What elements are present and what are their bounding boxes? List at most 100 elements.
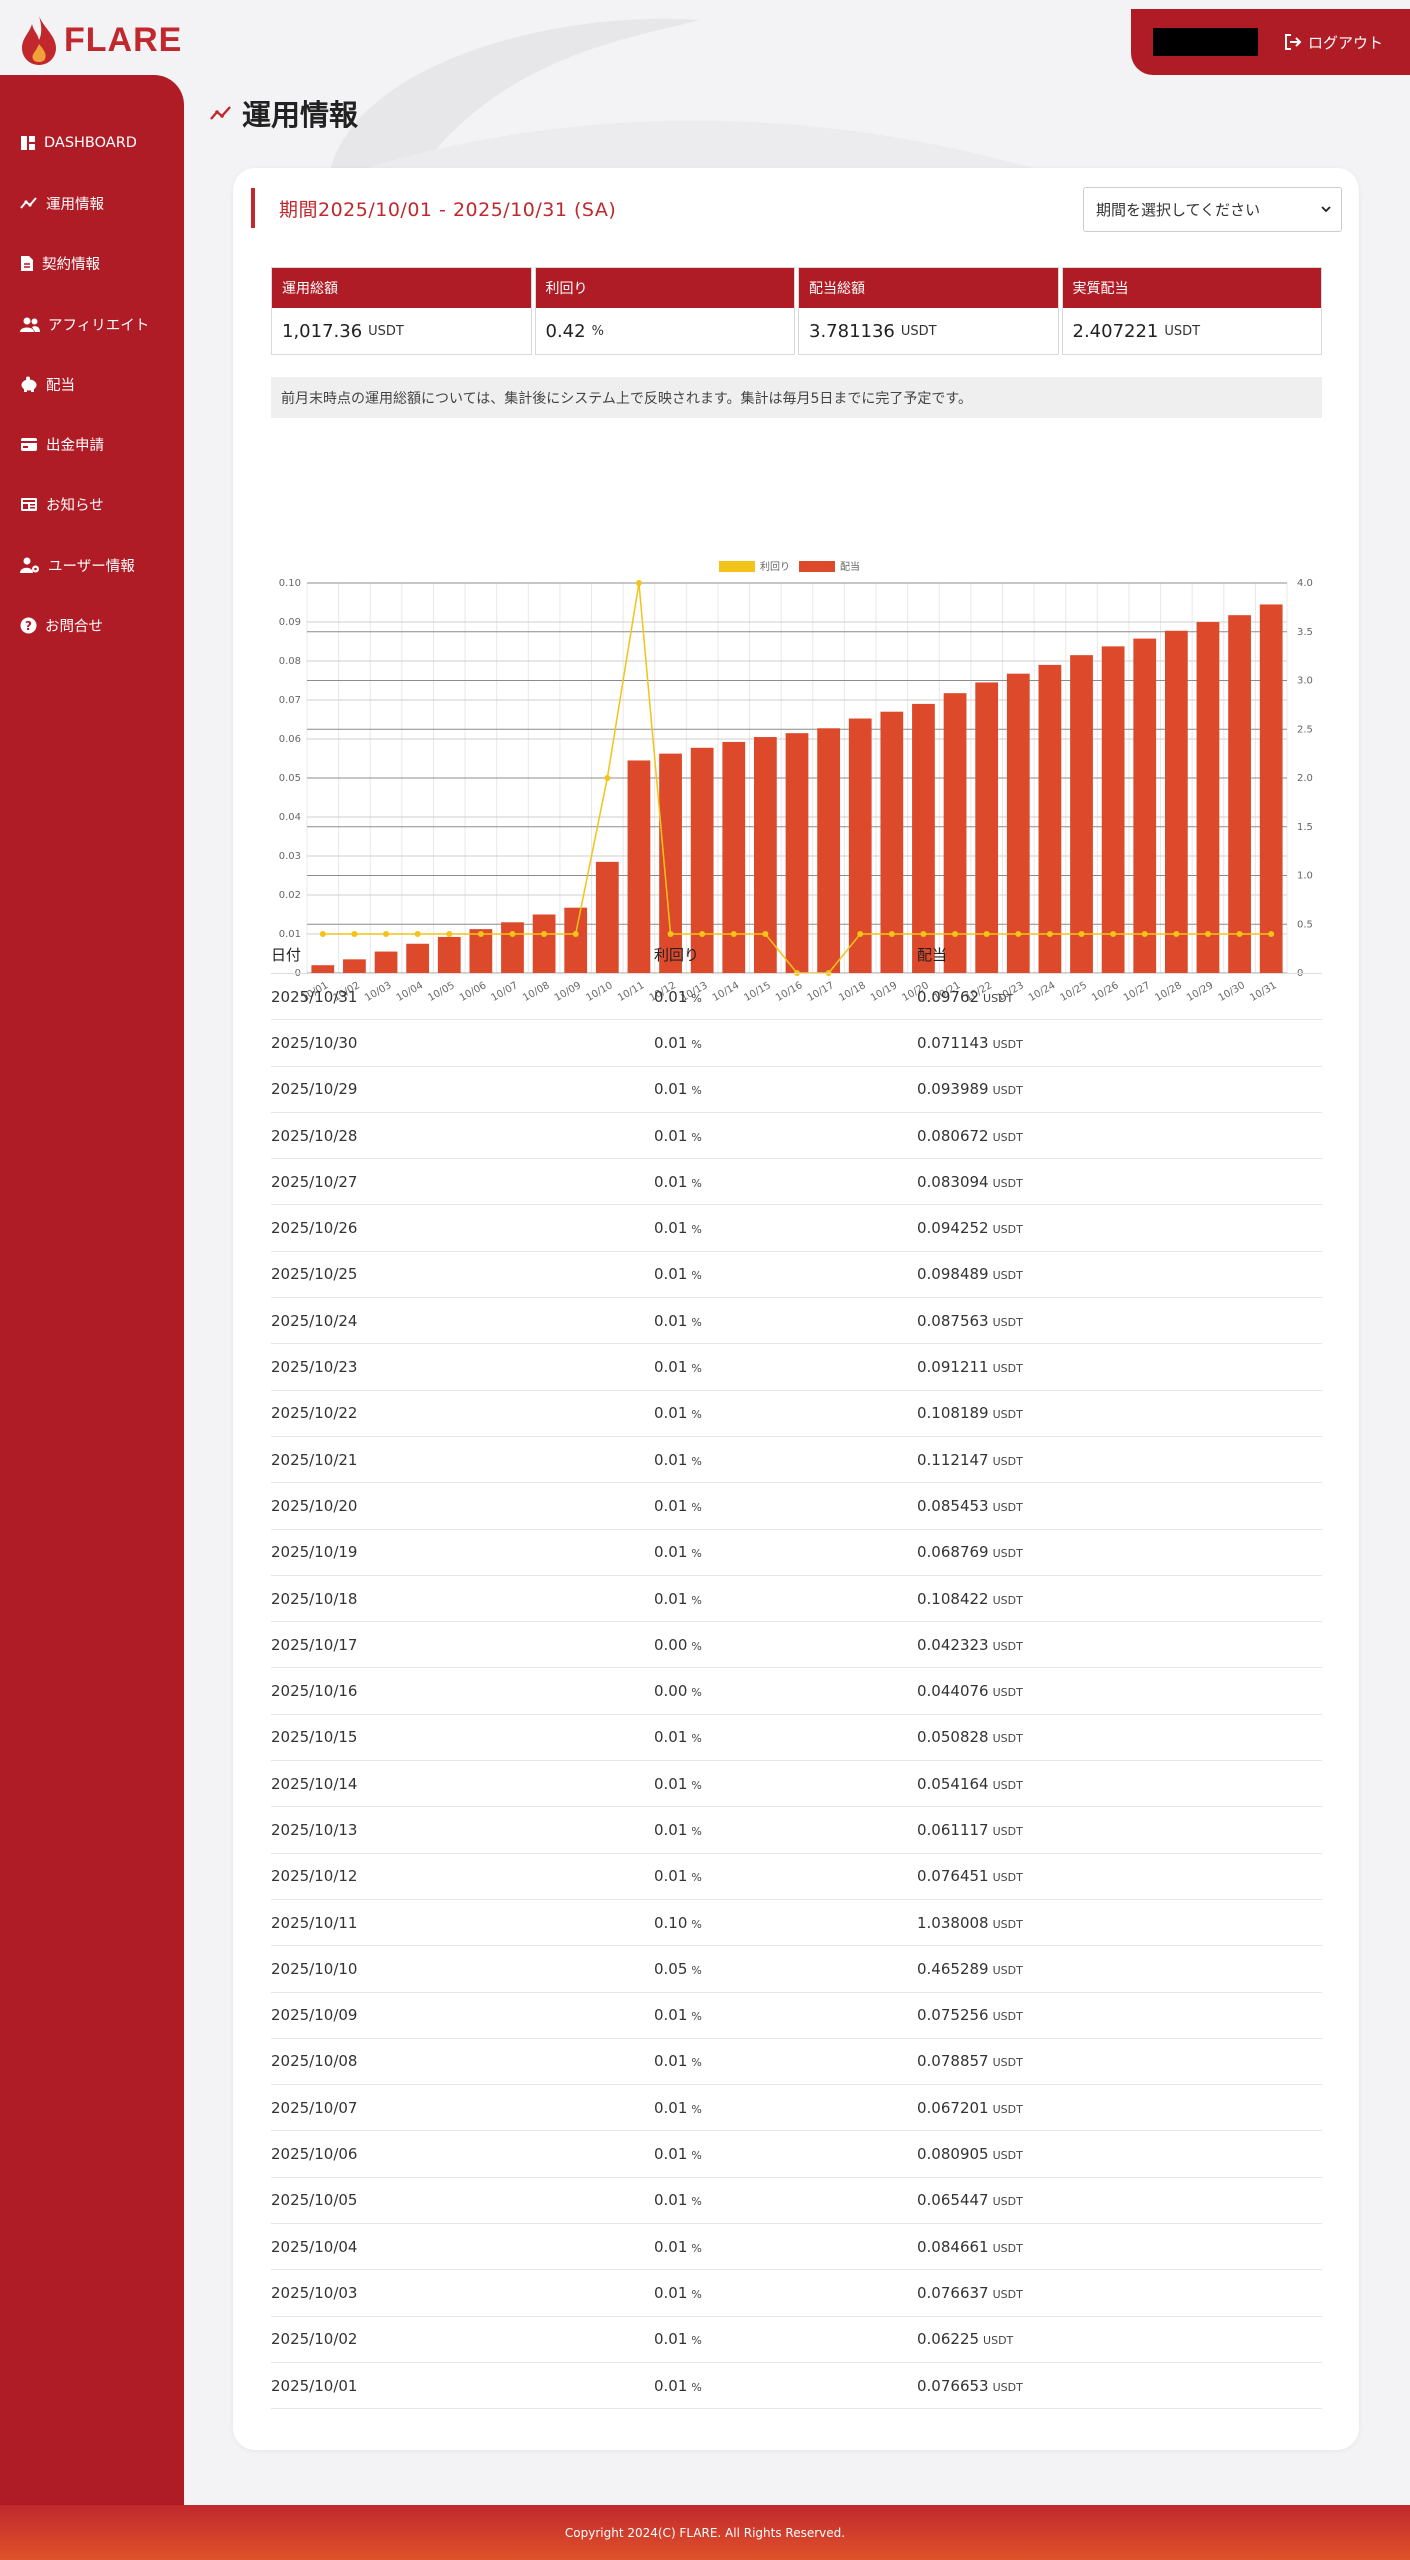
cell-dividend: 0.112147 USDT	[917, 1450, 1023, 1469]
table-row: 2025/10/16 0.00% 0.044076 USDT	[271, 1668, 1322, 1715]
cell-rate: 0.00%	[654, 1682, 702, 1701]
table-row: 2025/10/29 0.01% 0.093989 USDT	[271, 1067, 1322, 1113]
user-gear-icon	[20, 557, 39, 574]
cell-dividend: 0.091211 USDT	[917, 1358, 1023, 1377]
cell-rate: 0.01%	[654, 2376, 702, 2395]
cell-rate: 0.01%	[654, 1450, 702, 1469]
cell-date: 2025/10/30	[271, 1033, 358, 1052]
chart-bar	[1038, 664, 1062, 973]
cell-dividend: 0.098489 USDT	[917, 1265, 1023, 1284]
cell-dividend: 0.094252 USDT	[917, 1219, 1023, 1238]
chart-bar	[406, 943, 430, 973]
table-row: 2025/10/31 0.01% 0.09762 USDT	[271, 974, 1322, 1021]
chart-line-point	[1110, 931, 1117, 937]
cell-dividend: 0.042323 USDT	[917, 1635, 1023, 1654]
main-card: 期間2025/10/01 - 2025/10/31 (SA) 期間を選択してくだ…	[233, 168, 1359, 2450]
cell-dividend: 0.076451 USDT	[917, 1867, 1023, 1886]
cell-date: 2025/10/04	[271, 2237, 358, 2256]
redacted-username	[1153, 28, 1258, 56]
sidebar-item-label: お知らせ	[46, 498, 104, 515]
cell-dividend: 0.050828 USDT	[917, 1728, 1023, 1747]
news-icon	[21, 498, 37, 512]
table-row: 2025/10/24 0.01% 0.087563 USDT	[271, 1298, 1322, 1345]
table-row: 2025/10/23 0.01% 0.091211 USDT	[271, 1344, 1322, 1391]
chart-line-icon	[210, 106, 231, 120]
chart-line-point	[319, 931, 326, 937]
chart-line-point	[762, 931, 769, 937]
cell-rate: 0.01%	[654, 1358, 702, 1377]
cell-dividend: 0.044076 USDT	[917, 1682, 1023, 1701]
sidebar-item-user-info[interactable]: ユーザー情報	[0, 535, 184, 595]
cell-date: 2025/10/03	[271, 2283, 358, 2302]
cell-dividend: 0.065447 USDT	[917, 2191, 1023, 2210]
period-select[interactable]: 期間を選択してください	[1083, 187, 1342, 232]
table-header: 日付 利回り 配当	[271, 936, 1322, 974]
chart-line-point	[1046, 931, 1053, 937]
cell-date: 2025/10/08	[271, 2052, 358, 2071]
period-select-placeholder: 期間を選択してください	[1096, 201, 1261, 219]
table-row: 2025/10/14 0.01% 0.054164 USDT	[271, 1761, 1322, 1808]
y-right-tick-label: 4.0	[1297, 578, 1313, 589]
sidebar-item-label: 配当	[46, 377, 75, 394]
sidebar-item-label: お問合せ	[45, 619, 103, 636]
cell-date: 2025/10/02	[271, 2330, 358, 2349]
cell-date: 2025/10/01	[271, 2376, 358, 2395]
chart-line-point	[414, 931, 421, 937]
legend-label-dividend: 配当	[840, 560, 860, 573]
cell-rate: 0.01%	[654, 1404, 702, 1423]
sidebar-item-dividend[interactable]: 配当	[0, 354, 184, 414]
cell-dividend: 0.054164 USDT	[917, 1774, 1023, 1793]
cell-dividend: 0.087563 USDT	[917, 1311, 1023, 1330]
table-row: 2025/10/17 0.00% 0.042323 USDT	[271, 1622, 1322, 1669]
dividend-table: 日付 利回り 配当 2025/10/31 0.01% 0.09762 USDT 2025…	[271, 936, 1322, 2410]
cell-rate: 0.01%	[654, 2052, 702, 2071]
sidebar-item-affiliate[interactable]: アフィリエイト	[0, 294, 184, 354]
chart-bar	[722, 741, 746, 973]
chart-bar	[627, 760, 651, 973]
cell-date: 2025/10/10	[271, 1959, 358, 1978]
y-right-tick-label: 3.5	[1297, 627, 1313, 638]
table-row: 2025/10/03 0.01% 0.076637 USDT	[271, 2270, 1322, 2317]
sidebar-item-news[interactable]: お知らせ	[0, 475, 184, 535]
y-right-tick-label: 3.0	[1297, 676, 1313, 687]
stat-total-operation: 運用総額 1,017.36 USDT	[271, 267, 532, 355]
logout-button[interactable]: ログアウト	[1284, 32, 1383, 53]
sidebar-item-label: DASHBOARD	[44, 135, 137, 152]
chart-line-point	[1173, 931, 1180, 937]
logout-icon	[1285, 34, 1302, 50]
cell-dividend: 0.080905 USDT	[917, 2145, 1023, 2164]
table-row: 2025/10/01 0.01% 0.076653 USDT	[271, 2363, 1322, 2410]
cell-rate: 0.01%	[654, 1820, 702, 1839]
cell-dividend: 0.078857 USDT	[917, 2052, 1023, 2071]
chart-line-point	[541, 931, 548, 937]
header-dividend: 配当	[917, 946, 948, 964]
period-label: 期間2025/10/01 - 2025/10/31 (SA)	[251, 188, 616, 228]
y-left-tick-label: 0.08	[279, 656, 301, 667]
chart-bar	[975, 682, 999, 973]
sidebar-item-contact[interactable]: ? お問合せ	[0, 595, 184, 655]
cell-dividend: 0.076653 USDT	[917, 2376, 1023, 2395]
stat-value: 1,017.36 USDT	[282, 320, 404, 342]
chart-bar	[1101, 646, 1125, 973]
sidebar-item-dashboard[interactable]: DASHBOARD	[0, 113, 184, 173]
cell-dividend: 0.067201 USDT	[917, 2098, 1023, 2117]
table-row: 2025/10/28 0.01% 0.080672 USDT	[271, 1113, 1322, 1160]
table-row: 2025/10/05 0.01% 0.065447 USDT	[271, 2178, 1322, 2225]
cell-date: 2025/10/14	[271, 1774, 358, 1793]
stat-label: 運用総額	[272, 268, 531, 308]
sidebar-item-contract[interactable]: 契約情報	[0, 234, 184, 294]
table-row: 2025/10/08 0.01% 0.078857 USDT	[271, 2039, 1322, 2086]
table-row: 2025/10/06 0.01% 0.080905 USDT	[271, 2131, 1322, 2178]
y-left-tick-label: 0.03	[279, 851, 301, 862]
chart-bar	[532, 914, 556, 973]
cell-date: 2025/10/13	[271, 1820, 358, 1839]
cell-rate: 0.05%	[654, 1959, 702, 1978]
brand-logo[interactable]: FLARE	[20, 12, 182, 68]
cell-dividend: 0.075256 USDT	[917, 2006, 1023, 2025]
sidebar-item-withdrawal[interactable]: 出金申請	[0, 414, 184, 474]
table-row: 2025/10/04 0.01% 0.084661 USDT	[271, 2224, 1322, 2271]
chart-bar	[659, 753, 682, 973]
sidebar-item-operation[interactable]: 運用情報	[0, 173, 184, 233]
table-row: 2025/10/09 0.01% 0.075256 USDT	[271, 1993, 1322, 2039]
chart-bar	[1164, 630, 1188, 973]
